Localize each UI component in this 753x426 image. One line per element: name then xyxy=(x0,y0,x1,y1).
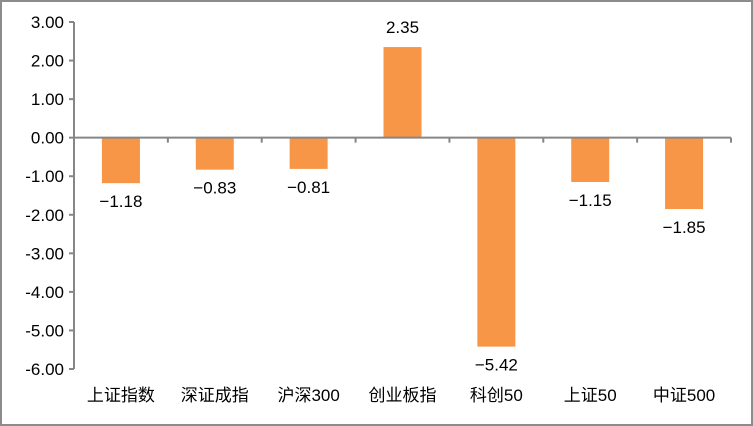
bar xyxy=(289,137,328,169)
bar xyxy=(477,137,516,347)
category-label: 中证500 xyxy=(653,386,715,405)
y-tick-label: -4.00 xyxy=(25,283,64,302)
data-label: 2.35 xyxy=(386,18,419,37)
y-tick-label: -6.00 xyxy=(25,360,64,379)
x-axis xyxy=(74,136,732,143)
category-label: 上证50 xyxy=(564,386,617,405)
data-label: −1.18 xyxy=(99,192,142,211)
y-axis: 3.00 2.00 1.00 0.00 -1.00 -2.00 -3.00 -4.00 -5.0… xyxy=(25,13,75,379)
y-tick-label: 2.00 xyxy=(31,52,64,71)
data-label: −0.81 xyxy=(287,178,330,197)
y-tick-label: -3.00 xyxy=(25,244,64,263)
bar xyxy=(571,137,610,183)
category-label: 深证成指 xyxy=(181,386,249,405)
data-labels: −1.18 −0.83 −0.81 2.35 −5.42 −1.15 −1.85 xyxy=(99,18,705,375)
category-label: 科创50 xyxy=(470,386,523,405)
bar xyxy=(665,137,704,209)
y-tick-label: 1.00 xyxy=(31,90,64,109)
data-label: −1.15 xyxy=(569,191,612,210)
category-label: 上证指数 xyxy=(87,386,155,405)
data-label: −5.42 xyxy=(475,356,518,375)
category-label: 创业板指 xyxy=(369,386,437,405)
bar xyxy=(383,47,422,138)
bar xyxy=(195,137,234,170)
data-label: −0.83 xyxy=(193,179,236,198)
y-tick-label: 0.00 xyxy=(31,129,64,148)
category-label: 沪深300 xyxy=(277,386,339,405)
category-labels: 上证指数 深证成指 沪深300 创业板指 科创50 上证50 中证500 xyxy=(87,386,715,405)
y-tick-label: -5.00 xyxy=(25,321,64,340)
bar xyxy=(101,137,140,184)
y-tick-label: 3.00 xyxy=(31,13,64,32)
y-tick-label: -1.00 xyxy=(25,167,64,186)
data-label: −1.85 xyxy=(663,218,706,237)
bars xyxy=(101,47,704,347)
y-tick-label: -2.00 xyxy=(25,206,64,225)
